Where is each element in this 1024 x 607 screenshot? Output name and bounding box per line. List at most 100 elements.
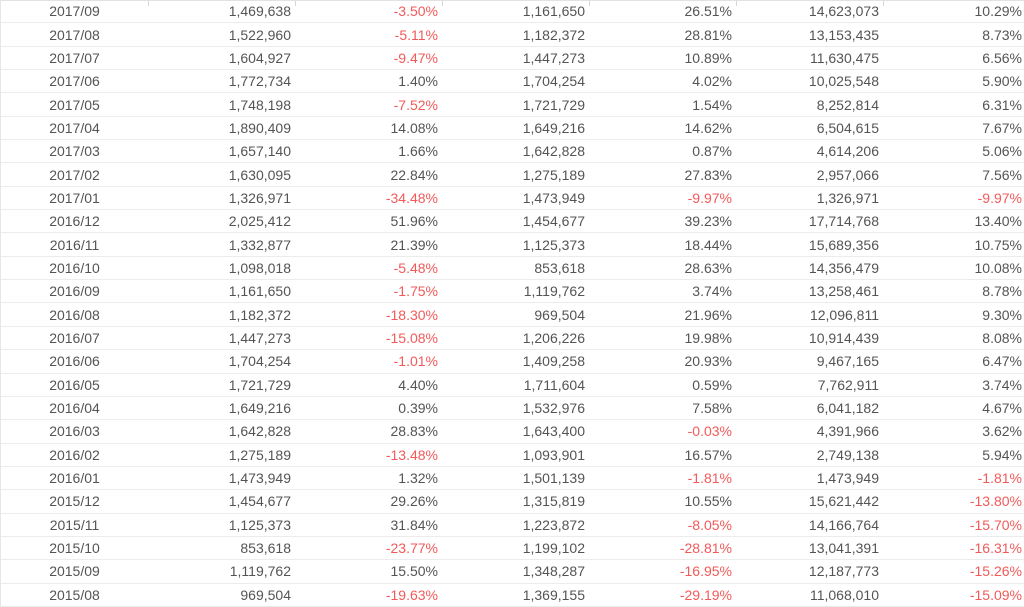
change-b-cell: 27.83% [684, 166, 732, 183]
change-b-cell: 28.81% [684, 26, 732, 43]
value-a-cell: 1,630,095 [228, 166, 291, 183]
value-a-cell: 1,098,018 [228, 259, 291, 276]
value-c-cell: 1,473,949 [816, 470, 879, 487]
column-divider-tick [736, 1, 737, 6]
month-cell: 2015/10 [49, 540, 100, 557]
change-b-cell: 4.02% [692, 73, 732, 90]
change-c-cell: 13.40% [974, 213, 1022, 230]
table-row: 2017/08 1,522,960 -5.11% 1,182,372 28.81% 13,… [1, 23, 1024, 47]
value-a-cell: 1,772,734 [228, 73, 291, 90]
value-b-cell: 1,454,677 [522, 213, 585, 230]
value-c-cell: 13,153,435 [808, 26, 879, 43]
change-a-cell: -15.08% [385, 330, 438, 347]
month-cell: 2016/07 [49, 330, 100, 347]
change-c-cell: 5.90% [982, 73, 1022, 90]
change-a-cell: -19.63% [385, 586, 438, 603]
change-c-cell: -16.31% [969, 540, 1022, 557]
value-a-cell: 1,604,927 [228, 49, 291, 66]
change-a-cell: -13.48% [385, 446, 438, 463]
table-row: 2017/09 1,469,638 -3.50% 1,161,650 26.51% 14,… [1, 0, 1024, 24]
value-c-cell: 15,621,442 [808, 493, 879, 510]
change-a-cell: -7.52% [393, 96, 438, 113]
table-row: 2015/10 853,618 -23.77% 1,199,102 -28.81% 13,… [1, 536, 1024, 561]
value-a-cell: 1,473,949 [228, 470, 291, 487]
value-b-cell: 1,125,373 [522, 236, 585, 253]
change-b-cell: 19.98% [684, 330, 732, 347]
change-a-cell: -18.30% [385, 306, 438, 323]
table-row: 2017/05 1,748,198 -7.52% 1,721,729 1.54% 8,25… [1, 93, 1024, 117]
change-a-cell: 31.84% [390, 516, 438, 533]
change-a-cell: 0.39% [398, 400, 438, 417]
column-divider-tick [148, 1, 149, 6]
value-a-cell: 1,721,729 [228, 376, 291, 393]
cropped-header-border [1, 0, 1024, 6]
value-b-cell: 1,275,189 [522, 166, 585, 183]
value-b-cell: 1,711,604 [523, 376, 585, 393]
value-b-cell: 1,532,976 [522, 400, 585, 417]
value-c-cell: 4,391,966 [816, 423, 879, 440]
value-a-cell: 1,161,650 [228, 283, 291, 300]
month-cell: 2017/05 [49, 96, 100, 113]
month-cell: 2016/01 [49, 470, 100, 487]
change-b-cell: 14.62% [684, 119, 732, 136]
month-cell: 2017/04 [49, 119, 100, 136]
value-a-cell: 1,890,409 [228, 119, 291, 136]
value-a-cell: 969,504 [240, 586, 291, 603]
change-b-cell: -8.05% [687, 516, 732, 533]
column-divider-tick [442, 1, 443, 6]
change-c-cell: -15.70% [969, 516, 1022, 533]
month-cell: 2016/03 [49, 423, 100, 440]
month-cell: 2016/08 [49, 306, 100, 323]
change-c-cell: 7.56% [982, 166, 1022, 183]
value-c-cell: 10,914,439 [808, 330, 879, 347]
change-a-cell: 14.08% [390, 119, 438, 136]
month-cell: 2017/09 [49, 3, 100, 20]
value-c-cell: 2,957,066 [816, 166, 879, 183]
change-c-cell: 6.31% [982, 96, 1022, 113]
change-a-cell: -1.01% [393, 353, 438, 370]
value-a-cell: 1,332,877 [228, 236, 291, 253]
change-a-cell: 1.32% [398, 470, 438, 487]
value-b-cell: 1,206,226 [522, 330, 585, 347]
value-c-cell: 14,166,764 [808, 516, 879, 533]
value-a-cell: 1,326,971 [228, 189, 291, 206]
value-c-cell: 11,630,475 [809, 49, 879, 66]
month-cell: 2017/07 [49, 49, 100, 66]
table-row: 2016/07 1,447,273 -15.08% 1,206,226 19.98% 10… [1, 326, 1024, 351]
table-row: 2015/09 1,119,762 15.50% 1,348,287 -16.95% 12… [1, 560, 1024, 584]
change-c-cell: 8.78% [982, 283, 1022, 300]
change-c-cell: 5.94% [982, 446, 1022, 463]
value-a-cell: 1,642,828 [228, 423, 291, 440]
table-row: 2017/06 1,772,734 1.40% 1,704,254 4.02% 10,02… [1, 70, 1024, 94]
change-a-cell: -1.75% [393, 283, 438, 300]
change-b-cell: 7.58% [692, 400, 732, 417]
change-c-cell: 8.73% [982, 26, 1022, 43]
month-cell: 2017/08 [49, 26, 100, 43]
table-row: 2017/01 1,326,971 -34.48% 1,473,949 -9.97% 1,… [1, 186, 1024, 211]
value-b-cell: 1,119,762 [523, 283, 585, 300]
value-a-cell: 1,748,198 [228, 96, 291, 113]
month-cell: 2017/02 [49, 166, 100, 183]
table-row: 2017/07 1,604,927 -9.47% 1,447,273 10.89% 11,… [1, 46, 1024, 71]
month-cell: 2015/08 [49, 586, 100, 603]
value-b-cell: 969,504 [534, 306, 585, 323]
change-c-cell: 10.29% [974, 3, 1022, 20]
change-a-cell: 1.66% [398, 143, 438, 160]
table-row: 2016/12 2,025,412 51.96% 1,454,677 39.23% 17,… [1, 210, 1024, 234]
value-c-cell: 2,749,138 [816, 446, 879, 463]
column-divider-tick [883, 1, 884, 6]
table-row: 2016/04 1,649,216 0.39% 1,532,976 7.58% 6,041… [1, 396, 1024, 421]
table-row: 2016/02 1,275,189 -13.48% 1,093,901 16.57% 2,… [1, 443, 1024, 467]
value-c-cell: 6,504,615 [816, 119, 879, 136]
change-c-cell: -15.09% [969, 586, 1022, 603]
value-c-cell: 15,689,356 [808, 236, 879, 253]
change-b-cell: 10.89% [684, 49, 732, 66]
table-row: 2015/12 1,454,677 29.26% 1,315,819 10.55% 15,… [1, 490, 1024, 514]
change-a-cell: 21.39% [390, 236, 438, 253]
change-b-cell: 26.51% [684, 3, 732, 20]
value-a-cell: 1,119,762 [229, 563, 291, 580]
change-a-cell: -23.77% [385, 540, 438, 557]
month-cell: 2016/04 [49, 400, 100, 417]
column-divider-tick [295, 1, 296, 6]
value-b-cell: 1,501,139 [522, 470, 585, 487]
